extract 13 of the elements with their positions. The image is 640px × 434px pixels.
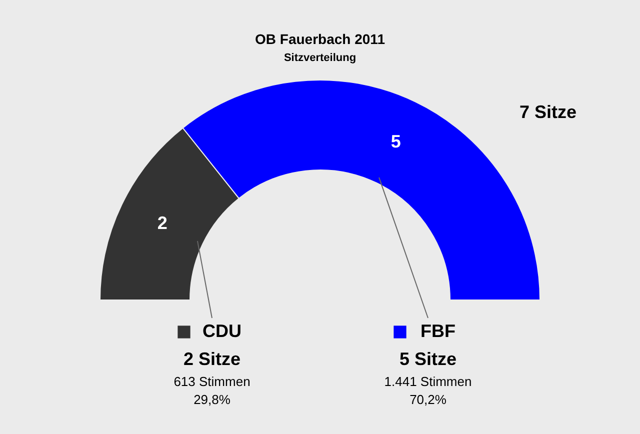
chart-subtitle: Sitzverteilung <box>284 52 356 64</box>
data-label: 2 <box>157 213 168 234</box>
data-label: 5 <box>390 131 401 152</box>
text: 2 Sitze <box>183 349 241 369</box>
legend-label: FBF <box>420 321 456 341</box>
text: 7 Sitze <box>519 102 577 122</box>
text: 5 Sitze <box>399 349 457 369</box>
legend-label: CDU <box>202 321 242 341</box>
text: 29,8% <box>194 392 231 407</box>
chart-title: OB Fauerbach 2011 <box>255 31 386 47</box>
text: 613 Stimmen <box>174 374 250 389</box>
text: 70,2% <box>410 392 447 407</box>
text: 1.441 Stimmen <box>384 374 472 389</box>
